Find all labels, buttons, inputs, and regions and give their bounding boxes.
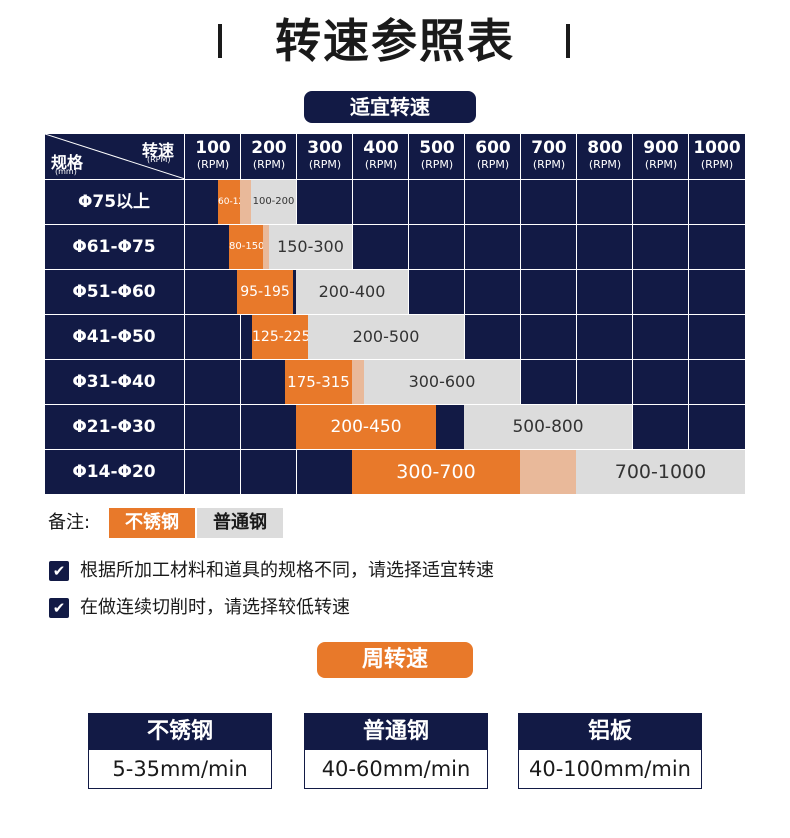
speed-box-value: 40-60mm/min — [321, 757, 471, 781]
column-header: 300 (RPM) — [307, 138, 343, 171]
column-header: 1000 (RPM) — [693, 138, 741, 171]
row-label: Φ31-Φ40 — [72, 372, 156, 392]
circumferential-speed-badge: 周转速 — [317, 642, 473, 678]
normal-range-bar: 700-1000 — [576, 450, 745, 494]
page-title: 转速参照表 — [275, 14, 515, 68]
stainless-range-bar: 125-225 — [252, 315, 308, 359]
stainless-range-bar: 60-120 — [218, 180, 240, 224]
speed-box-material: 普通钢 — [305, 714, 487, 750]
overlap-bar — [240, 180, 251, 224]
overlap-bar — [520, 450, 576, 494]
speed-table: 转速 (RPM) 规格 (mm) 100 (RPM) 200 (RPM) 300 (R… — [45, 134, 745, 494]
grid-line — [45, 449, 745, 450]
row-label: Φ14-Φ20 — [72, 462, 156, 482]
column-header: 600 (RPM) — [475, 138, 511, 171]
speed-box-aluminum: 铝板 40-100mm/min — [518, 713, 702, 789]
header-diagonal — [45, 134, 185, 179]
normal-range-bar: 200-500 — [308, 315, 464, 359]
corner-spec-label: 规格 — [51, 153, 84, 172]
stainless-range-bar: 95-195 — [237, 270, 293, 314]
speed-box-material: 不锈钢 — [89, 714, 271, 750]
stainless-range-bar: 80-150 — [229, 225, 263, 269]
column-header: 800 (RPM) — [587, 138, 623, 171]
speed-box-value: 40-100mm/min — [529, 757, 691, 781]
checkbox-icon: ✔ — [49, 598, 69, 618]
grid-line — [45, 179, 745, 180]
overlap-bar — [263, 225, 269, 269]
grid-line — [45, 359, 745, 360]
corner-speed-unit: (RPM) — [147, 155, 171, 164]
speed-box-stainless: 不锈钢 5-35mm/min — [88, 713, 272, 789]
column-header: 700 (RPM) — [531, 138, 567, 171]
stainless-range-bar: 175-315 — [285, 360, 352, 404]
speed-box-value: 5-35mm/min — [112, 757, 248, 781]
stainless-range-bar: 200-450 — [296, 405, 436, 449]
corner-spec-unit: (mm) — [55, 167, 77, 176]
column-header: 200 (RPM) — [251, 138, 287, 171]
normal-range-bar: 100-200 — [251, 180, 296, 224]
grid-line — [45, 269, 745, 270]
column-header: 400 (RPM) — [363, 138, 399, 171]
speed-box-material: 铝板 — [519, 714, 701, 750]
tip-text: 根据所加工材料和道具的规格不同，请选择适宜转速 — [80, 560, 494, 581]
title-left-bar — [218, 24, 222, 58]
speed-box-normal: 普通钢 40-60mm/min — [304, 713, 488, 789]
row-label: Φ41-Φ50 — [72, 327, 156, 347]
legend-normal: 普通钢 — [197, 508, 283, 538]
column-header: 900 (RPM) — [643, 138, 679, 171]
row-label: Φ75以上 — [77, 192, 151, 212]
checkbox-icon: ✔ — [49, 561, 69, 581]
note-label: 备注: — [48, 512, 91, 533]
overlap-bar — [352, 360, 364, 404]
grid-line — [45, 404, 745, 405]
stainless-range-bar: 300-700 — [352, 450, 520, 494]
row-label: Φ51-Φ60 — [72, 282, 156, 302]
column-header: 500 (RPM) — [419, 138, 455, 171]
normal-range-bar: 300-600 — [364, 360, 520, 404]
row-label: Φ21-Φ30 — [72, 417, 156, 437]
title-right-bar — [566, 24, 570, 58]
normal-range-bar: 500-800 — [464, 405, 632, 449]
tip-text: 在做连续切削时，请选择较低转速 — [80, 597, 350, 618]
legend-stainless: 不锈钢 — [109, 508, 195, 538]
grid-line — [45, 314, 745, 315]
grid-line — [45, 224, 745, 225]
row-label: Φ61-Φ75 — [72, 237, 156, 257]
column-header: 100 (RPM) — [195, 138, 231, 171]
normal-range-bar: 150-300 — [269, 225, 352, 269]
suitable-speed-badge: 适宜转速 — [304, 91, 476, 123]
normal-range-bar: 200-400 — [296, 270, 408, 314]
corner-speed-label: 转速 — [142, 141, 175, 160]
